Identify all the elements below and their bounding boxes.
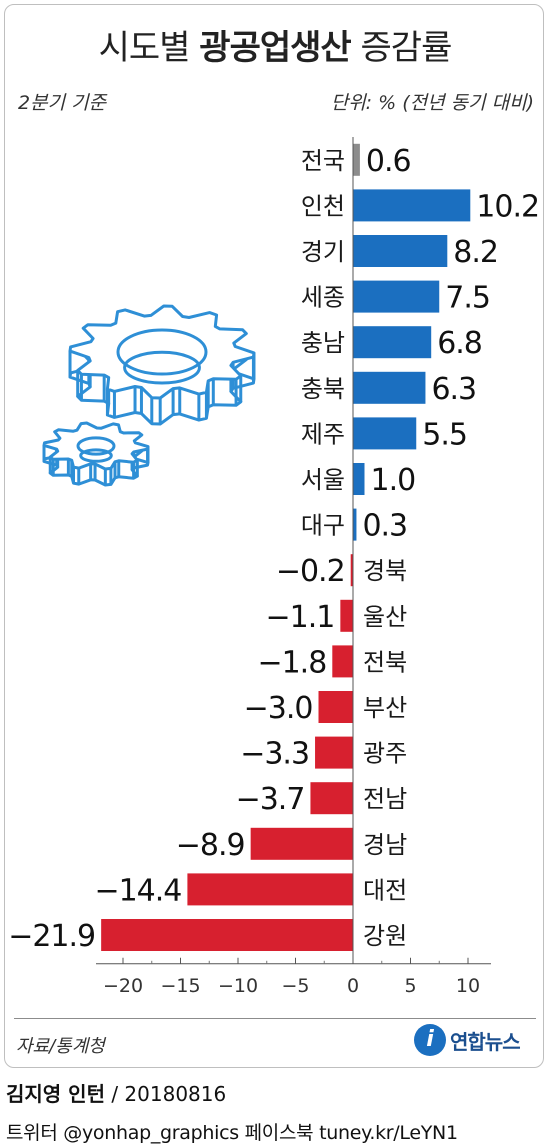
logo-text: 연합뉴스	[450, 1029, 521, 1054]
value-label: −3.3	[240, 737, 309, 772]
basis-note: 2분기 기준	[18, 92, 107, 114]
gear-hole	[123, 350, 201, 385]
title-plain: 시도별	[98, 28, 200, 68]
value-label: 1.0	[371, 463, 416, 498]
bar-경북	[350, 554, 353, 587]
category-label: 경남	[363, 831, 407, 859]
x-tick-label: 10	[456, 975, 480, 997]
title-bold: 광공업생산	[199, 28, 351, 68]
source-note: 자료/통계청	[16, 1036, 105, 1057]
value-label: 7.5	[445, 281, 490, 316]
bar-광주	[315, 736, 353, 769]
bar-서울	[353, 463, 365, 495]
publish-date: / 20180816	[104, 1082, 227, 1106]
gear-hole	[79, 448, 113, 463]
category-label: 세종	[301, 284, 345, 312]
x-tick-label: 0	[347, 975, 359, 997]
social-links: 트위터 @yonhap_graphics 페이스북 tuney.kr/LeYN1	[6, 1122, 458, 1144]
logo-mark-icon: i	[414, 1024, 446, 1056]
bar-충북	[353, 371, 426, 404]
bar-전북	[332, 645, 353, 678]
category-label: 인천	[301, 192, 345, 220]
value-label: 6.8	[437, 326, 482, 361]
value-label: 0.6	[366, 144, 411, 179]
value-label: 10.2	[476, 189, 539, 224]
value-label: 0.3	[362, 509, 407, 544]
value-label: −0.2	[276, 554, 345, 589]
x-tick-label: −5	[281, 975, 309, 997]
category-label: 전북	[363, 648, 407, 676]
category-label: 울산	[363, 603, 407, 631]
category-label: 충남	[301, 329, 345, 357]
bar-대전	[187, 873, 353, 906]
value-label: −1.1	[265, 600, 334, 635]
bar-대구	[353, 508, 357, 541]
author-name: 김지영 인턴	[6, 1082, 105, 1106]
bar-제주	[353, 417, 417, 450]
title-tail: 증감률	[350, 28, 453, 68]
category-label: 충북	[301, 375, 345, 403]
category-label: 전국	[301, 147, 345, 175]
page-title: 시도별 광공업생산 증감률	[0, 20, 550, 69]
value-label: −1.8	[257, 645, 326, 680]
category-label: 경북	[363, 557, 407, 585]
bar-부산	[318, 691, 353, 723]
bar-경남	[250, 827, 353, 860]
bar-울산	[340, 599, 353, 632]
category-label: 대구	[301, 512, 345, 540]
value-label: 5.5	[422, 417, 467, 452]
category-label: 제주	[301, 420, 345, 448]
category-label: 경기	[301, 238, 345, 266]
value-label: −3.0	[244, 691, 313, 726]
bar-경기	[353, 235, 448, 267]
category-label: 강원	[363, 922, 407, 950]
value-label: 6.3	[431, 372, 476, 407]
bar-chart: 전국 0.6 인천 10.2 경기 8.2 세종 7.5 충남 6.8 충북 6.3 제주 5.5 서울 1.…	[8, 137, 540, 997]
x-tick-label: 5	[404, 975, 416, 997]
bar-세종	[353, 280, 440, 313]
bar-전남	[310, 782, 353, 815]
value-label: −3.7	[236, 782, 305, 817]
x-tick-label: −20	[103, 975, 143, 997]
value-label: −8.9	[176, 828, 245, 863]
footer-divider	[14, 1018, 536, 1019]
category-label: 전남	[363, 785, 407, 813]
x-tick-label: −15	[160, 975, 200, 997]
unit-note: 단위: % (전년 동기 대비)	[330, 92, 534, 114]
category-label: 대전	[363, 876, 407, 904]
bar-전국	[353, 143, 360, 176]
bar-인천	[353, 189, 471, 222]
category-label: 서울	[301, 466, 345, 494]
bar-강원	[101, 919, 354, 951]
value-label: −21.9	[8, 919, 95, 954]
category-label: 부산	[363, 694, 407, 722]
author-credit: 김지영 인턴 / 20180816	[6, 1078, 226, 1107]
category-label: 광주	[363, 740, 407, 768]
bar-충남	[353, 326, 432, 359]
x-tick-label: −10	[218, 975, 258, 997]
value-label: −14.4	[94, 873, 181, 908]
value-label: 8.2	[453, 235, 498, 270]
yonhap-logo: i 연합뉴스	[414, 1024, 521, 1056]
gear-icon	[42, 304, 256, 487]
